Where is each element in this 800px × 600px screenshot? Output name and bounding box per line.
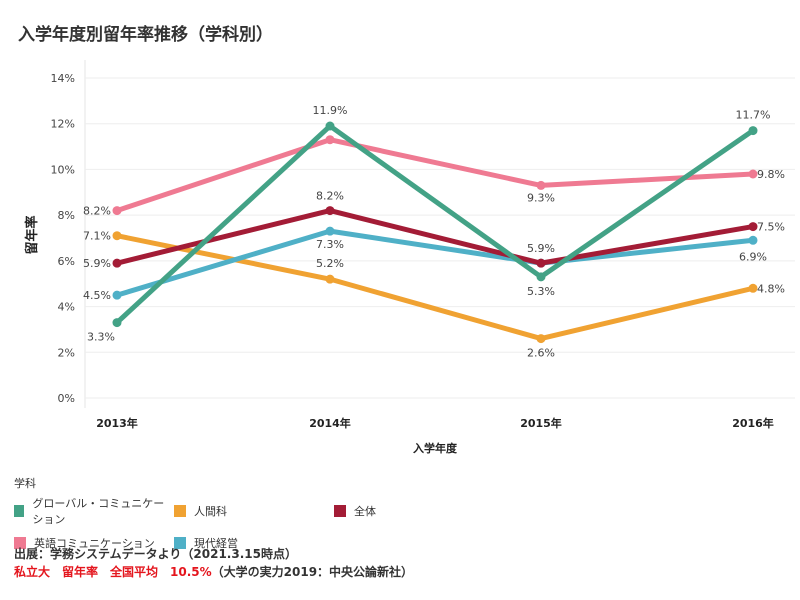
- chart-title: 入学年度別留年率推移（学科別）: [18, 25, 273, 45]
- y-tick-label: 0%: [58, 392, 75, 405]
- data-label: 7.5%: [757, 221, 785, 234]
- data-label: 7.3%: [316, 238, 344, 251]
- data-point: [748, 235, 758, 245]
- average-note: 私立大 留年率 全国平均 10.5%（大学の実力2019：中央公論新社）: [14, 563, 413, 581]
- average-note-source: （大学の実力2019：中央公論新社）: [211, 565, 414, 579]
- data-label: 9.3%: [527, 191, 555, 204]
- footer: 出展：学務システムデータより（2021.3.15時点） 私立大 留年率 全国平均…: [14, 545, 413, 581]
- y-axis-title: 留年率: [24, 215, 40, 254]
- data-point: [112, 290, 122, 300]
- data-label: 4.5%: [83, 289, 111, 302]
- data-point: [112, 258, 122, 268]
- legend-label: 英語コミュニケーション: [34, 537, 155, 550]
- legend-swatch: [334, 505, 346, 517]
- data-point: [748, 126, 758, 136]
- legend: 学科 グローバル・コミュニケーション 人間科 全体 英語コミュニケーション 現代…: [14, 475, 494, 551]
- legend-item-overall[interactable]: 全体: [334, 495, 494, 527]
- series-line: [114, 123, 756, 326]
- data-label: 2.6%: [527, 347, 555, 360]
- series-line: [114, 208, 756, 266]
- data-point: [112, 318, 122, 328]
- x-tick-label: 2014年: [309, 416, 351, 430]
- legend-item-human-science[interactable]: 人間科: [174, 495, 334, 527]
- legend-item-global-communication[interactable]: グローバル・コミュニケーション: [14, 495, 174, 527]
- data-label: 5.9%: [527, 242, 555, 255]
- legend-swatch: [14, 505, 25, 517]
- data-label: 3.3%: [87, 331, 115, 344]
- data-label: 11.7%: [736, 109, 771, 122]
- data-point: [748, 222, 758, 232]
- series-line: [114, 137, 756, 214]
- data-point: [325, 135, 335, 145]
- legend-grid: グローバル・コミュニケーション 人間科 全体 英語コミュニケーション 現代経営: [14, 495, 494, 551]
- data-point: [112, 231, 122, 241]
- data-label: 5.2%: [316, 257, 344, 270]
- legend-title: 学科: [14, 477, 36, 490]
- legend-swatch: [14, 537, 26, 549]
- legend-label: 人間科: [194, 505, 227, 518]
- series-line: [114, 228, 756, 298]
- legend-label: 全体: [354, 505, 376, 518]
- y-tick-label: 8%: [58, 209, 75, 222]
- data-label: 4.8%: [757, 282, 785, 295]
- y-tick-label: 14%: [51, 72, 75, 85]
- y-tick-label: 10%: [51, 163, 75, 176]
- legend-item-modern-management[interactable]: 現代経営: [174, 535, 334, 551]
- x-tick-label: 2015年: [520, 416, 562, 430]
- y-tick-label: 6%: [58, 255, 75, 268]
- y-tick-label: 2%: [58, 346, 75, 359]
- data-point: [536, 334, 546, 344]
- data-point: [325, 274, 335, 284]
- data-label: 8.2%: [83, 205, 111, 218]
- source-note: 出展：学務システムデータより（2021.3.15時点）: [14, 547, 297, 561]
- data-label: 9.8%: [757, 168, 785, 181]
- x-axis-title: 入学年度: [413, 441, 458, 455]
- data-point: [536, 272, 546, 282]
- average-note-highlight: 私立大 留年率 全国平均 10.5%: [14, 565, 212, 579]
- legend-label: グローバル・コミュニケーション: [32, 497, 165, 526]
- data-point: [536, 258, 546, 268]
- data-label: 6.9%: [739, 250, 767, 263]
- data-point: [112, 206, 122, 216]
- data-point: [748, 283, 758, 293]
- line-chart: 0% 2% 4% 6% 8% 10% 12% 14% 留年率 2013年 2014年 2015年 201…: [24, 60, 795, 455]
- data-point: [536, 180, 546, 190]
- y-tick-label: 12%: [51, 118, 75, 131]
- y-tick-label: 4%: [58, 301, 75, 314]
- legend-swatch: [174, 537, 186, 549]
- x-tick-label: 2016年: [732, 416, 774, 430]
- legend-label: 現代経営: [194, 537, 238, 550]
- data-label: 7.1%: [83, 230, 111, 243]
- legend-swatch: [174, 505, 186, 517]
- data-point: [325, 206, 335, 216]
- data-label: 8.2%: [316, 190, 344, 203]
- data-label: 5.9%: [83, 257, 111, 270]
- legend-item-english-communication[interactable]: 英語コミュニケーション: [14, 535, 174, 551]
- data-label: 11.9%: [313, 104, 348, 117]
- data-point: [325, 121, 335, 131]
- data-point: [748, 169, 758, 179]
- series-line: [114, 233, 756, 342]
- data-label: 5.3%: [527, 285, 555, 298]
- data-point: [325, 226, 335, 236]
- x-tick-label: 2013年: [96, 416, 138, 430]
